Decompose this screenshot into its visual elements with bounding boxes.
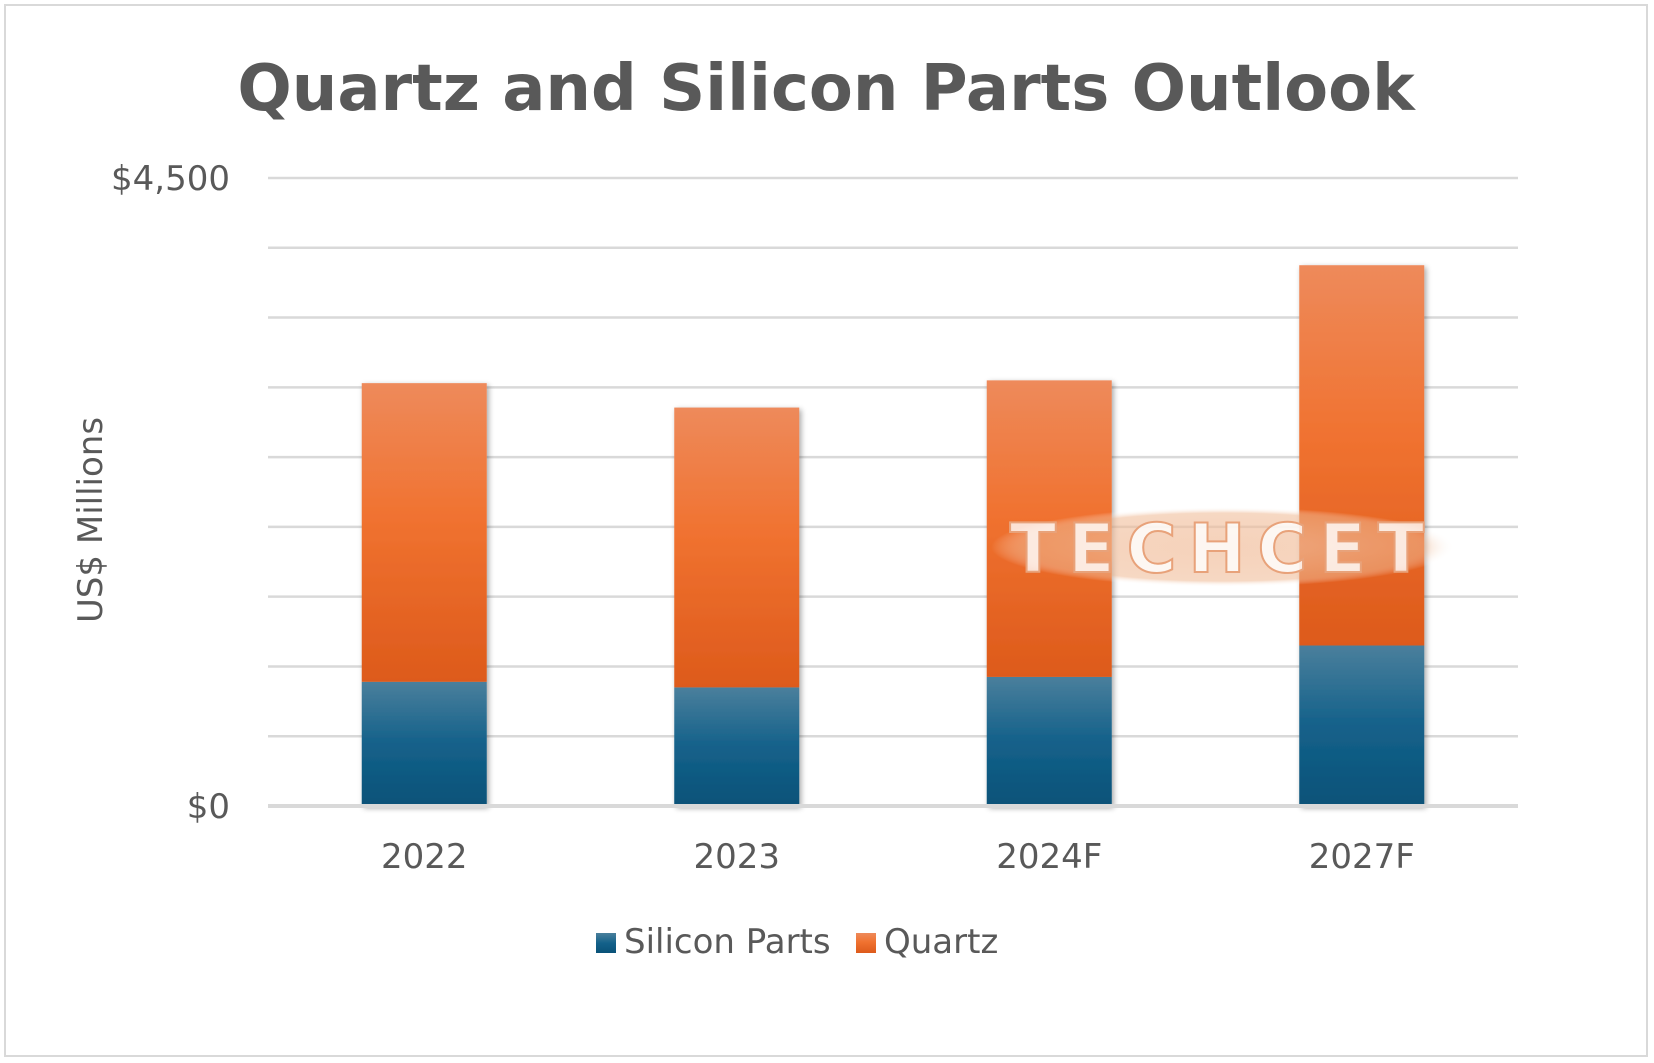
bars xyxy=(361,265,1425,806)
techcet-watermark: TECHCET xyxy=(991,507,1455,590)
legend: Silicon Parts Quartz xyxy=(596,922,998,962)
bar-quartz-2022 xyxy=(361,383,487,682)
svg-text:TECHCET: TECHCET xyxy=(1010,510,1436,589)
x-tick-label: 2027F xyxy=(1309,837,1415,877)
legend-swatch-quartz xyxy=(856,933,876,953)
legend-label-quartz: Quartz xyxy=(884,922,998,962)
chart-frame: Quartz and Silicon Parts Outlook TECHCET… xyxy=(4,4,1648,1057)
y-tick-label: $0 xyxy=(187,787,230,827)
x-tick-label: 2024F xyxy=(996,837,1102,877)
bar-stack-2023 xyxy=(674,407,800,806)
chart-title: Quartz and Silicon Parts Outlook xyxy=(237,52,1416,126)
bar-silicon-parts-2027F xyxy=(1299,645,1425,806)
bar-stack-2022 xyxy=(361,383,487,806)
bar-silicon-parts-2024F xyxy=(986,676,1112,806)
chart-svg: Quartz and Silicon Parts Outlook TECHCET… xyxy=(71,52,1518,962)
x-tick-label: 2023 xyxy=(693,837,780,877)
legend-swatch-silicon-parts xyxy=(596,933,616,953)
y-tick-label: $4,500 xyxy=(111,159,230,199)
bar-silicon-parts-2023 xyxy=(674,687,800,806)
y-axis-label: US$ Millions xyxy=(71,417,111,623)
x-tick-label: 2022 xyxy=(381,837,468,877)
legend-label-silicon-parts: Silicon Parts xyxy=(624,922,831,962)
axes: $0 $4,500 2022 2023 2024F 2027F xyxy=(111,159,1518,877)
bar-stack-2024F xyxy=(986,380,1112,806)
bar-quartz-2023 xyxy=(674,407,800,688)
bar-silicon-parts-2022 xyxy=(361,681,487,806)
